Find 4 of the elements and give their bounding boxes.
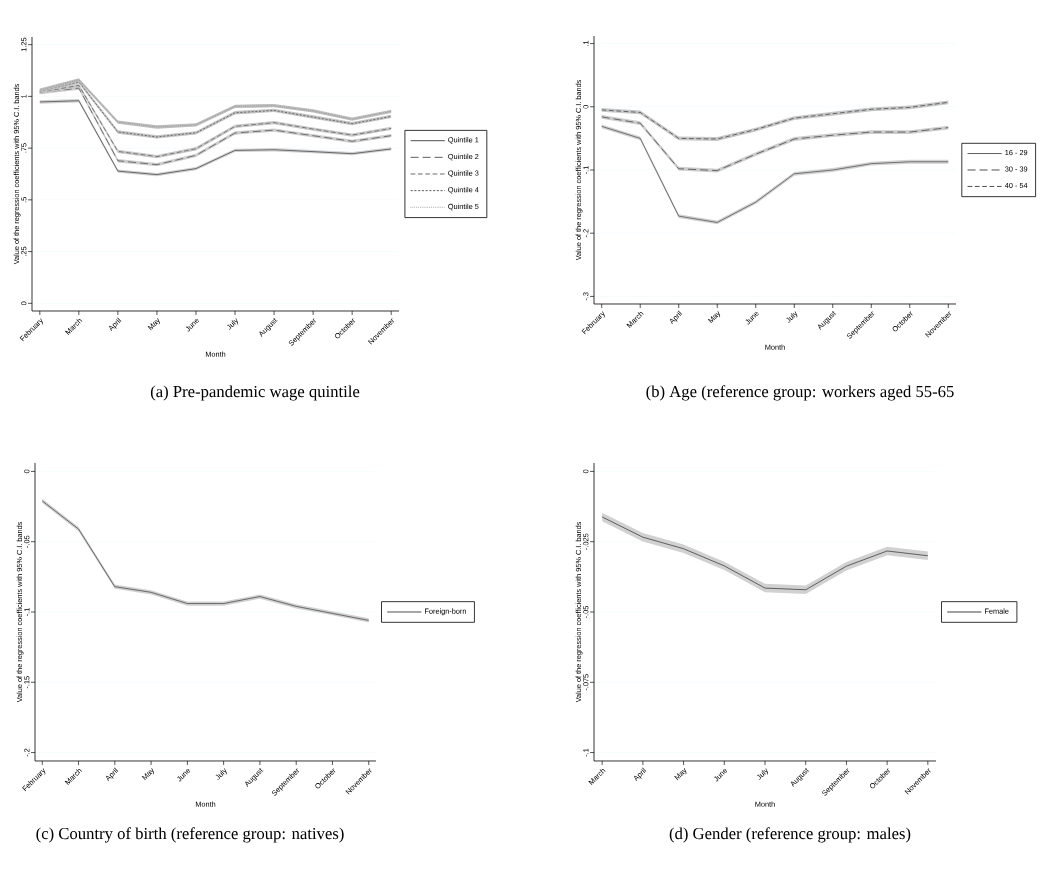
text: (b) Age (reference group: workers aged 55-65 [646,385,954,401]
text: (c) Country of birth (reference group: natives) [36,827,344,843]
text: (a) Pre-pandemic wage quintile [150,385,360,401]
text: (d) Gender (reference group: males) [669,827,911,843]
